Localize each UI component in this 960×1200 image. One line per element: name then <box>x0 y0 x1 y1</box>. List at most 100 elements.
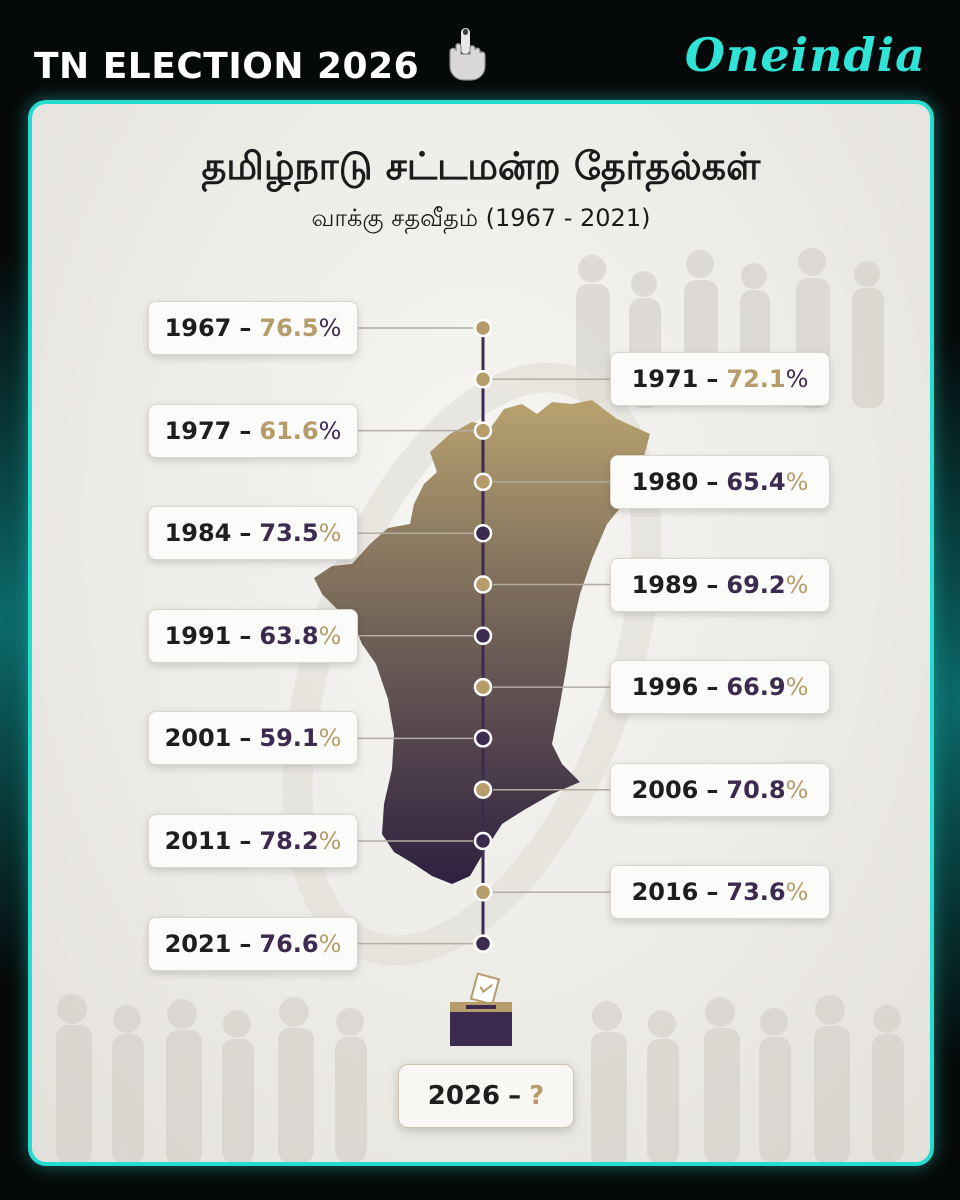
entry-year: 1989 <box>631 570 699 599</box>
entry-percentage: 73.5% <box>259 519 341 547</box>
timeline-dot-1980 <box>473 472 493 492</box>
percent-sign: % <box>318 416 342 445</box>
entry-dash: – <box>706 775 719 804</box>
percent-sign: % <box>318 621 342 650</box>
timeline-dot-2006 <box>473 780 493 799</box>
entry-percentage-value: 78.2 <box>259 827 319 855</box>
final-dash: – <box>508 1081 522 1111</box>
entry-dash: – <box>239 724 252 753</box>
timeline-dot-1991 <box>473 626 493 646</box>
entry-1996: 1996–66.9% <box>610 660 830 715</box>
entry-percentage-value: 73.5 <box>259 519 319 548</box>
entry-dash: – <box>239 519 252 548</box>
percent-sign: % <box>785 570 809 599</box>
entry-2016: 2016–73.6% <box>610 865 830 920</box>
entry-1991: 1991–63.8% <box>148 608 358 663</box>
entry-dash: – <box>239 314 252 342</box>
timeline-dot-1996 <box>473 677 493 697</box>
entry-dash: – <box>706 365 719 394</box>
entry-percentage-value: 66.9 <box>726 673 786 702</box>
tamil-nadu-map <box>282 318 662 966</box>
oneindia-logo[interactable]: Oneindia <box>684 28 926 82</box>
entry-year: 1977 <box>164 416 232 445</box>
percent-sign: % <box>318 314 342 342</box>
entry-year: 1971 <box>631 365 699 394</box>
percent-sign: % <box>318 519 342 548</box>
entry-year: 1967 <box>164 314 232 342</box>
entry-year: 1984 <box>164 519 232 548</box>
entry-1971: 1971–72.1% <box>610 352 830 407</box>
entry-year: 1991 <box>164 621 232 650</box>
entry-percentage-value: 63.8 <box>259 621 319 650</box>
entry-percentage: 76.5% <box>259 314 341 342</box>
timeline-dot-1984 <box>473 523 493 543</box>
percent-sign: % <box>785 878 809 907</box>
entry-percentage: 59.1% <box>259 724 341 752</box>
entry-percentage: 76.6% <box>259 930 341 958</box>
entry-percentage: 70.8% <box>726 776 808 804</box>
entry-percentage: 78.2% <box>259 827 341 855</box>
entry-percentage-value: 59.1 <box>259 724 319 753</box>
percent-sign: % <box>785 467 809 496</box>
entry-percentage: 65.4% <box>726 468 808 496</box>
entry-1989: 1989–69.2% <box>610 557 830 612</box>
entry-percentage-value: 65.4 <box>726 467 786 496</box>
entry-percentage-value: 61.6 <box>259 416 319 445</box>
voting-hand-icon <box>449 28 486 81</box>
percent-sign: % <box>785 775 809 804</box>
entry-year: 2016 <box>631 878 699 907</box>
timeline-dot-2011 <box>473 831 493 851</box>
timeline-dot-1967 <box>473 318 493 338</box>
entry-1967: 1967–76.5% <box>148 301 358 355</box>
page-header-title: TN ELECTION 2026 <box>34 46 420 87</box>
timeline-dot-1971 <box>473 370 493 389</box>
entry-dash: – <box>706 878 719 907</box>
timeline-dot-2001 <box>473 729 493 748</box>
entry-year: 2021 <box>164 929 232 958</box>
ballot-box-icon <box>450 972 512 1046</box>
entry-dash: – <box>239 621 252 650</box>
timeline-dot-2021 <box>473 934 493 953</box>
entry-percentage-value: 70.8 <box>726 775 786 804</box>
entry-percentage-value: 76.5 <box>259 314 319 342</box>
entry-dash: – <box>706 467 719 496</box>
entry-1977: 1977–61.6% <box>148 403 358 458</box>
infographic-card: தமிழ்நாடு சட்டமன்ற தேர்தல்கள் வாக்கு சதவ… <box>28 100 934 1166</box>
entry-2011: 2011–78.2% <box>148 814 358 868</box>
entry-1984: 1984–73.5% <box>148 506 358 561</box>
entry-percentage-value: 73.6 <box>726 878 786 907</box>
entry-year: 2006 <box>631 775 699 804</box>
entry-percentage-value: 72.1 <box>726 365 786 394</box>
percent-sign: % <box>785 673 809 702</box>
final-year: 2026 <box>427 1081 501 1111</box>
entry-dash: – <box>239 416 252 445</box>
main-title: தமிழ்நாடு சட்டமன்ற தேர்தல்கள் <box>201 144 761 188</box>
percent-sign: % <box>318 724 342 753</box>
timeline-dot-1977 <box>473 421 493 440</box>
percent-sign: % <box>318 827 342 855</box>
entry-dash: – <box>239 827 252 855</box>
percent-sign: % <box>318 929 342 958</box>
entry-dash: – <box>706 673 719 702</box>
entry-percentage: 61.6% <box>259 417 341 445</box>
entry-2001: 2001–59.1% <box>148 711 358 766</box>
entry-year: 1996 <box>631 673 699 702</box>
final-prediction-box: 2026 – ? <box>398 1064 574 1128</box>
entry-percentage-value: 76.6 <box>259 929 319 958</box>
entry-percentage: 73.6% <box>726 878 808 906</box>
entry-2021: 2021–76.6% <box>148 916 358 971</box>
entry-dash: – <box>239 929 252 958</box>
entry-percentage: 69.2% <box>726 571 808 599</box>
entry-1980: 1980–65.4% <box>610 454 830 509</box>
entry-percentage: 63.8% <box>259 622 341 650</box>
entry-year: 2011 <box>164 827 232 855</box>
entry-percentage: 72.1% <box>726 365 808 393</box>
entry-year: 1980 <box>631 467 699 496</box>
timeline-dot-1989 <box>473 575 493 594</box>
entry-year: 2001 <box>164 724 232 753</box>
final-value: ? <box>529 1081 545 1111</box>
entry-2006: 2006–70.8% <box>610 762 830 817</box>
percent-sign: % <box>785 365 809 394</box>
sub-title: வாக்கு சதவீதம் (1967 - 2021) <box>311 204 651 232</box>
entry-percentage: 66.9% <box>726 673 808 701</box>
